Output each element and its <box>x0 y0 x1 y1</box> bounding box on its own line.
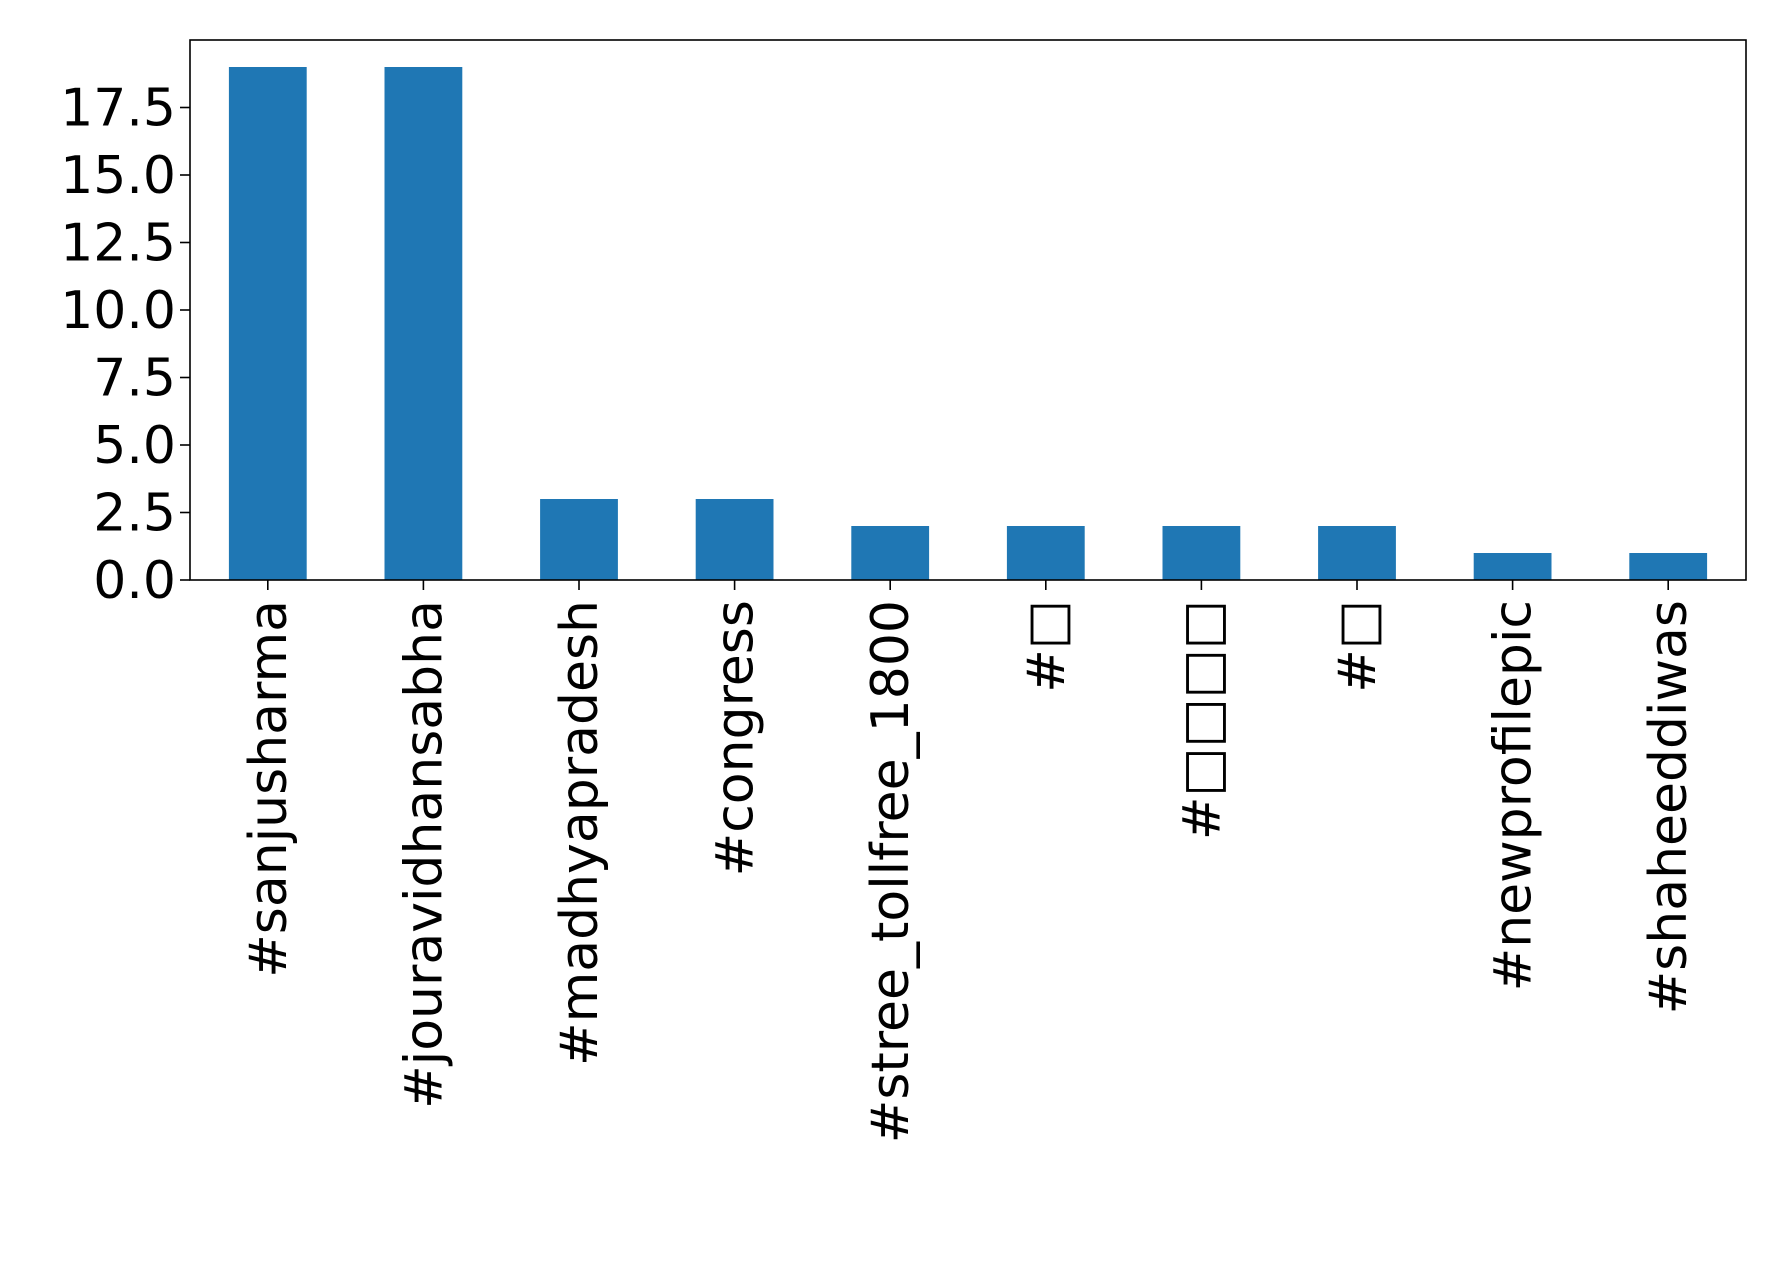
bar <box>695 499 774 580</box>
bar <box>1162 526 1241 580</box>
y-axis: 0.0 2.5 5.0 7.5 10.0 12.5 15.0 17.5 <box>60 79 190 611</box>
bar <box>1629 553 1708 580</box>
x-tick-label: #jouravidhansabha <box>394 600 454 1109</box>
bar <box>384 67 463 580</box>
bars-group <box>228 67 1708 580</box>
bar <box>851 526 930 580</box>
x-tick-label: #congress <box>706 600 766 876</box>
bar <box>1318 526 1396 580</box>
y-tick-label: 15.0 <box>60 146 176 206</box>
bar <box>1473 553 1552 580</box>
x-tick-label: #sanjusharma <box>239 600 299 978</box>
x-axis: #sanjusharma #jouravidhansabha #madhyaprad… <box>239 580 1699 1143</box>
x-tick-label: #madhyapradesh <box>550 600 610 1066</box>
x-tick-label: #□□□□ <box>1172 600 1232 840</box>
bar <box>1006 526 1085 580</box>
x-tick-label: #shaheeddiwas <box>1639 600 1699 1014</box>
y-tick-label: 12.5 <box>60 214 176 274</box>
x-tick-label: #□ <box>1017 600 1077 693</box>
y-tick-label: 17.5 <box>60 79 176 139</box>
y-tick-label: 10.0 <box>60 281 176 341</box>
bar <box>540 499 618 580</box>
x-tick-label: #□ <box>1328 600 1388 693</box>
y-tick-label: 7.5 <box>93 349 176 409</box>
y-tick-label: 5.0 <box>93 416 176 476</box>
y-tick-label: 0.0 <box>93 551 176 611</box>
bar <box>228 67 307 580</box>
x-tick-label: #newprofilepic <box>1484 600 1544 991</box>
x-tick-label: #stree_tollfree_1800 <box>861 600 921 1143</box>
y-tick-label: 2.5 <box>93 484 176 544</box>
